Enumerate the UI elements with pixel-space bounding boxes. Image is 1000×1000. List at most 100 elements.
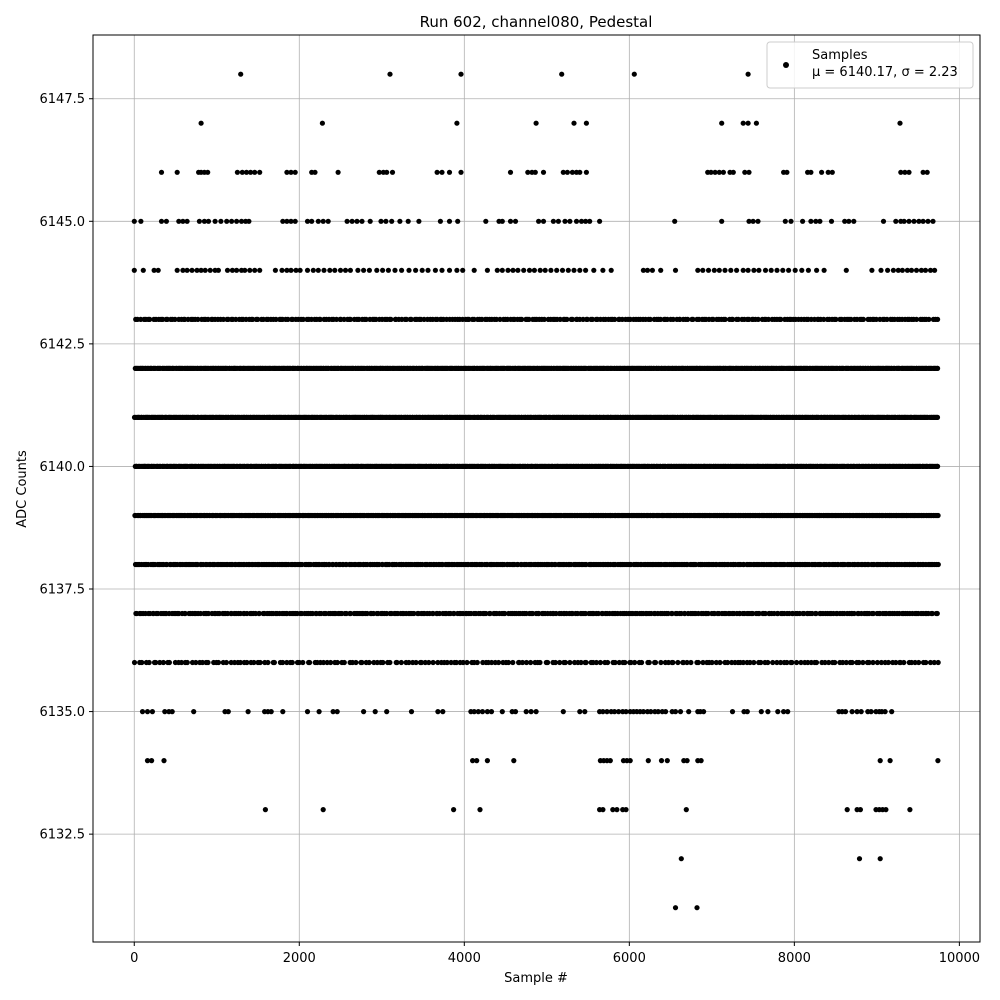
data-point xyxy=(843,267,849,273)
data-point xyxy=(475,709,481,715)
data-point xyxy=(510,267,516,273)
data-point xyxy=(902,169,908,175)
data-point xyxy=(716,267,722,273)
data-point xyxy=(758,659,764,666)
data-point xyxy=(701,709,707,715)
data-point xyxy=(224,218,230,224)
data-point xyxy=(885,267,891,273)
data-point xyxy=(911,218,917,224)
data-point xyxy=(540,169,547,175)
data-point xyxy=(512,709,519,715)
x-tick-label: 8000 xyxy=(778,951,811,966)
data-point xyxy=(908,267,915,273)
data-point xyxy=(774,267,780,273)
data-point xyxy=(758,709,764,715)
data-point xyxy=(458,71,464,77)
data-point xyxy=(729,709,736,715)
data-point xyxy=(719,120,725,126)
data-point xyxy=(821,267,827,273)
data-point xyxy=(548,267,554,273)
data-point xyxy=(898,169,904,175)
y-tick-label: 6145.0 xyxy=(40,215,86,230)
data-point xyxy=(413,659,419,666)
data-point xyxy=(895,267,901,273)
data-point xyxy=(751,267,757,273)
data-point xyxy=(705,267,712,273)
data-point xyxy=(512,218,519,224)
data-point xyxy=(354,218,360,224)
data-point xyxy=(207,267,213,273)
data-point xyxy=(851,610,857,617)
data-point xyxy=(541,316,547,322)
data-point xyxy=(507,169,514,175)
data-point xyxy=(234,267,240,273)
data-point xyxy=(335,169,341,175)
data-point xyxy=(813,659,820,666)
data-point xyxy=(593,659,600,666)
data-point xyxy=(780,267,786,273)
data-point xyxy=(460,267,466,273)
data-point xyxy=(399,267,405,273)
data-point xyxy=(935,512,941,519)
data-point xyxy=(552,659,559,666)
data-point xyxy=(378,218,384,224)
data-point xyxy=(205,659,211,666)
data-point xyxy=(799,267,805,273)
data-point xyxy=(131,659,138,666)
data-point xyxy=(587,218,593,224)
data-point xyxy=(583,120,590,126)
data-point xyxy=(700,267,706,273)
data-point xyxy=(388,316,394,322)
data-point xyxy=(923,659,929,666)
data-point xyxy=(550,218,557,224)
data-point xyxy=(139,709,146,715)
data-point xyxy=(537,267,543,273)
data-point xyxy=(745,120,751,126)
data-point xyxy=(562,659,569,666)
data-point xyxy=(647,316,653,322)
data-point xyxy=(578,659,584,666)
data-point xyxy=(361,267,367,273)
data-point xyxy=(918,267,925,273)
data-point xyxy=(829,169,835,175)
legend-box xyxy=(766,41,974,89)
y-axis-label: ADC Counts xyxy=(15,450,30,528)
data-point xyxy=(411,610,417,617)
data-point xyxy=(920,169,926,175)
data-point xyxy=(408,316,414,322)
data-point xyxy=(470,758,476,764)
data-point xyxy=(640,267,647,273)
data-point xyxy=(778,316,784,322)
data-point xyxy=(238,218,245,224)
data-point xyxy=(191,709,197,715)
data-point xyxy=(366,267,372,273)
data-point xyxy=(178,659,185,666)
data-point xyxy=(912,659,918,666)
data-point xyxy=(542,267,548,273)
data-point xyxy=(639,659,645,666)
data-point xyxy=(856,659,862,666)
legend-entry: Samples xyxy=(812,48,868,63)
data-point xyxy=(293,267,299,273)
data-point xyxy=(849,659,855,666)
data-point xyxy=(474,758,480,764)
data-point xyxy=(924,169,930,175)
data-point xyxy=(474,659,480,666)
data-point xyxy=(887,758,893,764)
data-point xyxy=(234,218,240,224)
data-point xyxy=(805,267,812,273)
data-point xyxy=(858,709,864,715)
y-tick-label: 6147.5 xyxy=(40,92,86,107)
data-point xyxy=(755,316,761,322)
data-point xyxy=(384,169,390,175)
data-point xyxy=(684,758,690,764)
data-point xyxy=(906,218,912,224)
data-point xyxy=(268,709,274,715)
data-point xyxy=(860,659,866,666)
data-point xyxy=(471,709,477,715)
data-point xyxy=(451,807,457,813)
data-point xyxy=(202,267,208,273)
data-point xyxy=(288,267,294,273)
data-point xyxy=(532,169,538,175)
data-point xyxy=(843,659,849,666)
